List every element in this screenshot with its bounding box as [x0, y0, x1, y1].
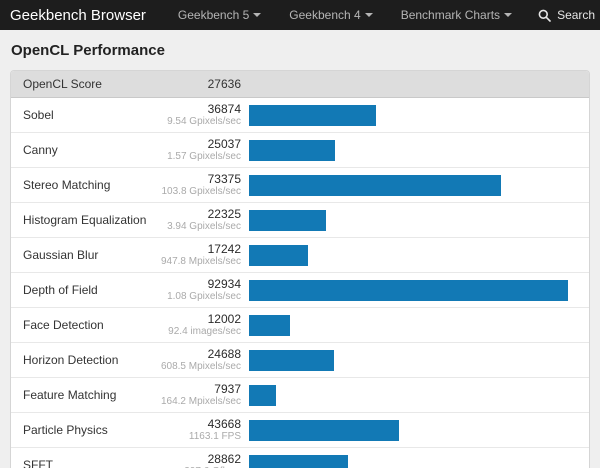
page-content: OpenCL Performance OpenCL Score 27636 So… — [0, 30, 600, 468]
score-bar — [249, 104, 376, 126]
table-row: Sobel 36874 9.54 Gpixels/sec — [11, 98, 589, 132]
score-bar-track — [249, 454, 568, 468]
table-row: SFFT 28862 397.6 Gflops — [11, 447, 589, 468]
workload-rate: 397.6 Gflops — [184, 466, 241, 468]
page-title: OpenCL Performance — [11, 42, 165, 59]
chevron-down-icon — [504, 13, 513, 17]
workload-score-cell: 92934 1.08 Gpixels/sec — [153, 277, 241, 303]
workload-score-cell: 25037 1.57 Gpixels/sec — [153, 137, 241, 163]
workload-score-cell: 12002 92.4 images/sec — [153, 312, 241, 338]
workload-score-cell: 28862 397.6 Gflops — [153, 452, 241, 468]
workload-rate: 92.4 images/sec — [168, 326, 241, 337]
workload-score: 12002 — [207, 312, 241, 326]
table-row: Particle Physics 43668 1163.1 FPS — [11, 412, 589, 447]
score-bar-track — [249, 209, 568, 231]
table-row: Stereo Matching 73375 103.8 Gpixels/sec — [11, 167, 589, 202]
workload-name: Feature Matching — [23, 387, 117, 402]
workload-name: Gaussian Blur — [23, 247, 99, 262]
workload-name: Sobel — [23, 107, 54, 122]
workload-score: 7937 — [214, 382, 241, 396]
workload-score: 73375 — [207, 172, 241, 186]
score-bar-track — [249, 279, 568, 301]
workload-score: 22325 — [207, 207, 241, 221]
workload-name: SFFT — [23, 457, 53, 468]
nav-item-geekbench-4[interactable]: Geekbench 4 — [275, 8, 386, 22]
workload-name: Stereo Matching — [23, 177, 111, 192]
table-row: Face Detection 12002 92.4 images/sec — [11, 307, 589, 342]
score-bar — [249, 139, 335, 161]
workload-name: Particle Physics — [23, 422, 108, 437]
workload-score-cell: 24688 608.5 Mpixels/sec — [153, 347, 241, 373]
score-bar-track — [249, 244, 568, 266]
workload-name: Histogram Equalization — [23, 212, 147, 227]
search-icon — [538, 9, 551, 22]
nav-item-label: Geekbench 4 — [289, 8, 361, 22]
workload-score: 36874 — [207, 102, 241, 116]
table-row: Horizon Detection 24688 608.5 Mpixels/se… — [11, 342, 589, 377]
navbar: Geekbench Browser Geekbench 5 Geekbench … — [0, 0, 600, 30]
search-label: Search — [557, 8, 596, 22]
nav-item-geekbench-5[interactable]: Geekbench 5 — [164, 8, 275, 22]
workload-score: 25037 — [207, 137, 241, 151]
brand-link[interactable]: Geekbench Browser — [10, 6, 146, 24]
workload-score-cell: 7937 164.2 Mpixels/sec — [153, 382, 241, 408]
table-row: Feature Matching 7937 164.2 Mpixels/sec — [11, 377, 589, 412]
table-row: Canny 25037 1.57 Gpixels/sec — [11, 132, 589, 167]
score-bar-track — [249, 349, 568, 371]
workload-rate: 9.54 Gpixels/sec — [167, 116, 241, 127]
overall-score-label: OpenCL Score — [23, 77, 102, 91]
workload-name: Face Detection — [23, 317, 104, 332]
score-bar — [249, 244, 309, 266]
score-bar — [249, 454, 349, 468]
score-bar — [249, 279, 568, 301]
score-bar — [249, 314, 291, 336]
table-row: Depth of Field 92934 1.08 Gpixels/sec — [11, 272, 589, 307]
workload-score-cell: 73375 103.8 Gpixels/sec — [153, 172, 242, 198]
workload-rate: 1.08 Gpixels/sec — [167, 291, 241, 302]
workload-score-cell: 43668 1163.1 FPS — [153, 417, 241, 443]
nav-item-benchmark-charts[interactable]: Benchmark Charts — [387, 8, 526, 22]
score-bar — [249, 384, 277, 406]
workload-score: 24688 — [207, 347, 241, 361]
nav-item-label: Benchmark Charts — [400, 8, 501, 22]
workload-rate: 608.5 Mpixels/sec — [160, 361, 241, 372]
workload-rate: 103.8 Gpixels/sec — [161, 186, 242, 197]
score-bar — [249, 419, 399, 441]
chevron-down-icon — [364, 13, 373, 17]
workload-score: 92934 — [207, 277, 241, 291]
table-header-row: OpenCL Score 27636 — [11, 71, 589, 98]
workload-score-cell: 17242 947.8 Mpixels/sec — [153, 242, 241, 268]
workload-name: Depth of Field — [23, 282, 98, 297]
score-bar-track — [249, 174, 568, 196]
score-bar-track — [249, 139, 568, 161]
workload-rate: 1163.1 FPS — [188, 431, 241, 442]
workload-rate: 164.2 Mpixels/sec — [160, 396, 241, 407]
search-link[interactable]: Search — [526, 8, 600, 22]
overall-score-value: 27636 — [207, 77, 241, 91]
table-row: Histogram Equalization 22325 3.94 Gpixel… — [11, 202, 589, 237]
score-bar-track — [249, 419, 568, 441]
workload-score: 43668 — [207, 417, 241, 431]
score-bar — [249, 349, 334, 371]
workload-rate: 1.57 Gpixels/sec — [167, 151, 241, 162]
score-bar-track — [249, 314, 568, 336]
workload-score: 17242 — [207, 242, 241, 256]
workload-rate: 947.8 Mpixels/sec — [160, 256, 241, 267]
chevron-down-icon — [253, 13, 262, 17]
benchmark-table: OpenCL Score 27636 Sobel 36874 9.54 Gpix… — [10, 70, 590, 468]
workload-name: Canny — [23, 142, 58, 157]
score-bar — [249, 209, 326, 231]
table-row: Gaussian Blur 17242 947.8 Mpixels/sec — [11, 237, 589, 272]
workload-rate: 3.94 Gpixels/sec — [167, 221, 241, 232]
workload-score: 28862 — [207, 452, 241, 466]
workload-score-cell: 22325 3.94 Gpixels/sec — [153, 207, 241, 233]
nav-item-label: Geekbench 5 — [177, 8, 250, 22]
workload-score-cell: 36874 9.54 Gpixels/sec — [153, 102, 241, 128]
score-bar — [249, 174, 501, 196]
score-bar-track — [249, 104, 568, 126]
workload-name: Horizon Detection — [23, 352, 119, 367]
table-body: Sobel 36874 9.54 Gpixels/sec Canny 25037… — [11, 98, 589, 468]
score-bar-track — [249, 384, 568, 406]
